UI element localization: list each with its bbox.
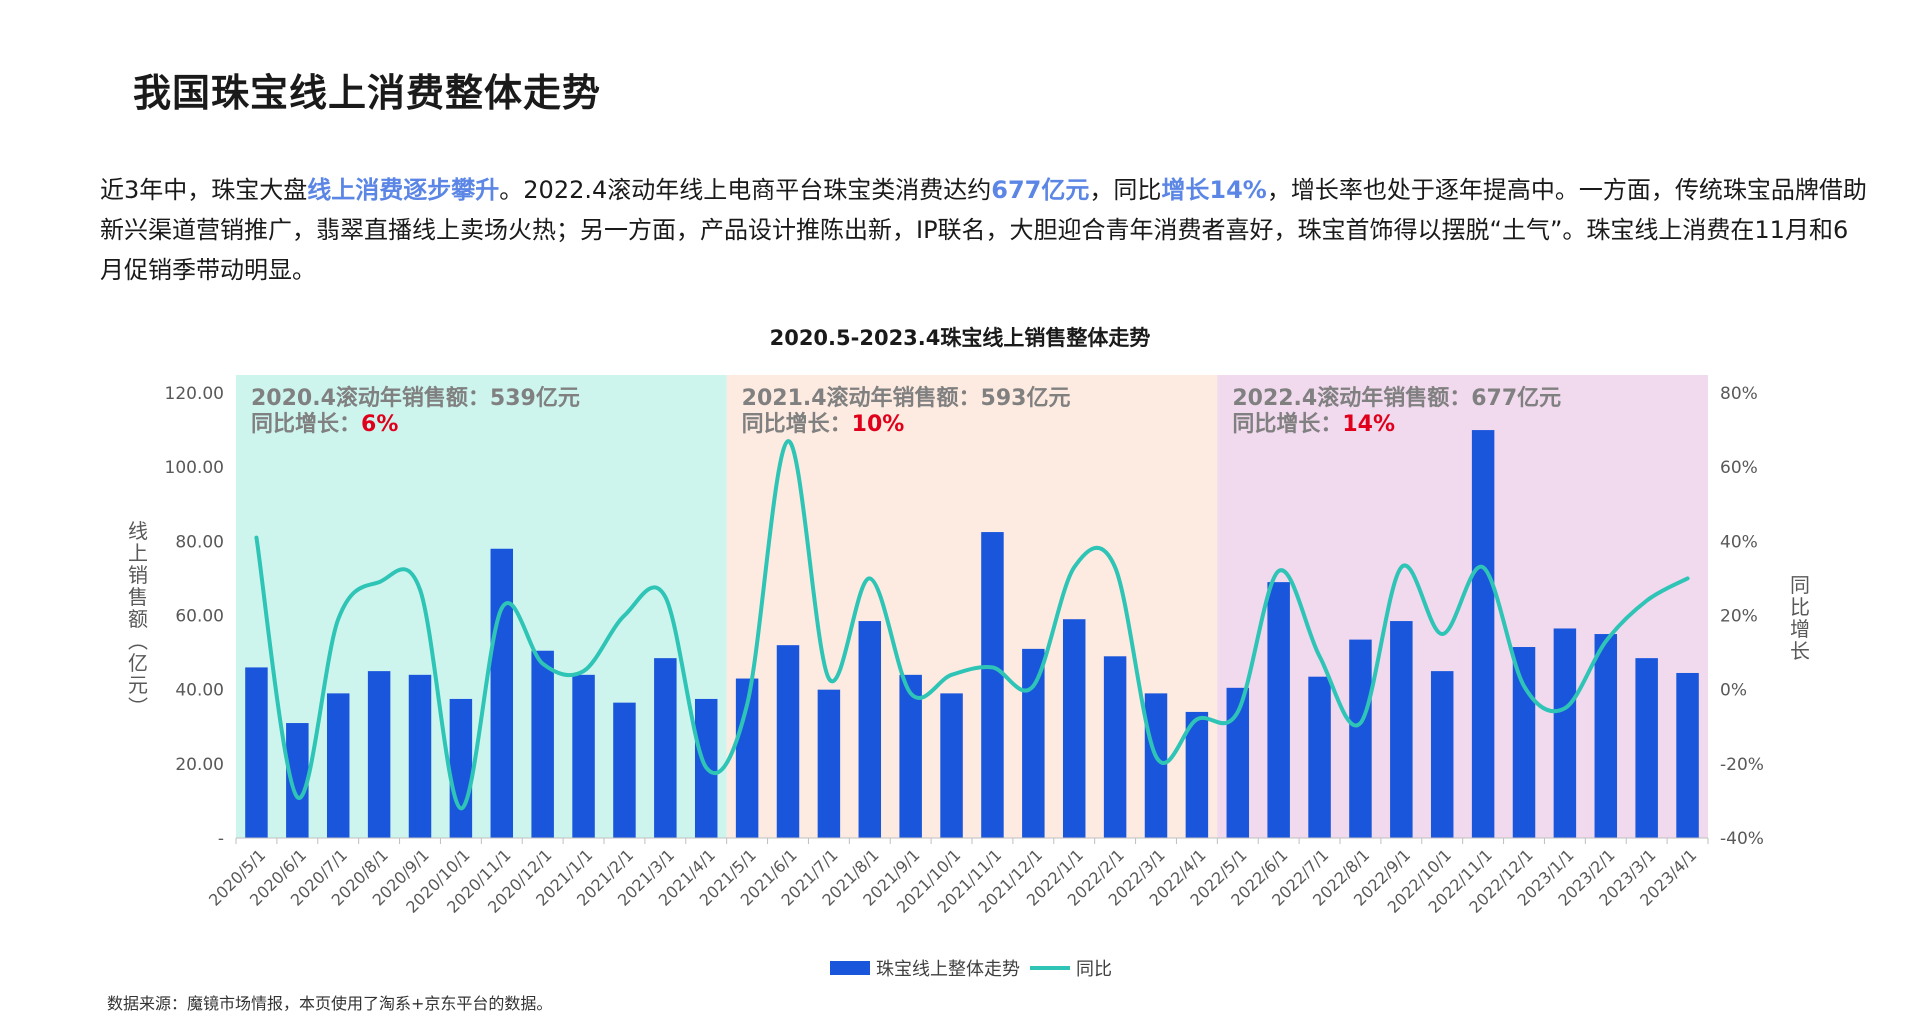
- yoy-growth-line: [254, 439, 1690, 811]
- bar: [899, 674, 922, 838]
- bar: [654, 658, 677, 838]
- right-axis-tick-label: 80%: [1720, 384, 1758, 404]
- period-band-3: [1217, 375, 1708, 838]
- left-axis-tick-label: 20.00: [175, 755, 224, 775]
- bar: [1349, 639, 1372, 838]
- left-axis-tick-label: -: [218, 829, 224, 849]
- intro-text-4: ，增长率也处于逐年提高中。一方面，传统珠宝品牌借助新兴渠道营销推广，翡翠直播线上…: [100, 176, 1867, 284]
- period-sales-label: 2021.4滚动年销售额：593亿元: [742, 385, 1071, 411]
- bar: [1553, 628, 1577, 838]
- period-sales-label: 2022.4滚动年销售额：677亿元: [1232, 385, 1561, 411]
- bar: [1226, 687, 1250, 838]
- bar: [572, 674, 595, 838]
- right-axis-tick-label: -40%: [1720, 829, 1764, 849]
- bar: [531, 650, 554, 838]
- bar: [449, 698, 473, 838]
- bar: [490, 548, 514, 838]
- period-sales-label: 2020.4滚动年销售额：539亿元: [251, 385, 580, 411]
- right-axis-tick-label: 60%: [1720, 458, 1758, 478]
- period-band-1: [236, 375, 727, 838]
- bar: [940, 693, 963, 838]
- bar: [1430, 671, 1454, 838]
- intro-text-3: ，同比: [1089, 176, 1162, 204]
- bar: [245, 667, 268, 838]
- bar: [1676, 672, 1699, 838]
- period-growth-label: 同比增长：6%: [251, 411, 398, 437]
- bar: [1512, 647, 1536, 838]
- right-axis-tick-label: 20%: [1720, 607, 1758, 627]
- intro-paragraph: 近3年中，珠宝大盘线上消费逐步攀升。2022.4滚动年线上电商平台珠宝类消费达约…: [100, 170, 1870, 290]
- left-axis-tick-label: 120.00: [165, 384, 224, 404]
- bar: [408, 674, 432, 838]
- left-axis-tick-label: 100.00: [165, 458, 224, 478]
- period-growth-label: 同比增长：10%: [742, 411, 905, 437]
- left-axis-tick-label: 80.00: [175, 532, 224, 552]
- bar: [858, 621, 882, 838]
- data-source-note: 数据来源：魔镜市场情报，本页使用了淘系+京东平台的数据。: [107, 994, 553, 1013]
- bar: [1267, 582, 1290, 838]
- legend-bar-swatch: [830, 961, 870, 975]
- intro-text-1: 近3年中，珠宝大盘: [100, 176, 308, 204]
- right-axis-tick-label: 0%: [1720, 681, 1747, 701]
- bar: [1022, 648, 1045, 838]
- bar: [326, 693, 350, 838]
- bar: [1471, 430, 1495, 838]
- bar: [817, 689, 841, 838]
- bar: [776, 645, 800, 838]
- bar: [981, 532, 1004, 838]
- bar: [613, 702, 636, 838]
- intro-highlight-3: 增长14%: [1161, 176, 1267, 204]
- bar: [1144, 693, 1168, 838]
- left-axis-tick-label: 60.00: [175, 607, 224, 627]
- bar: [1185, 711, 1209, 838]
- left-axis-title: 线上销售额︵亿元︶: [128, 519, 148, 719]
- bar: [1103, 656, 1127, 838]
- page-title: 我国珠宝线上消费整体走势: [133, 71, 602, 115]
- period-band-2: [726, 375, 1218, 838]
- right-axis-tick-label: -20%: [1720, 755, 1764, 775]
- bar: [1635, 658, 1658, 838]
- right-axis-title: 同比增长: [1790, 573, 1810, 663]
- bar: [286, 723, 309, 838]
- legend-bar-label: 珠宝线上整体走势: [876, 959, 1020, 980]
- bar: [367, 671, 391, 838]
- intro-highlight-2: 677亿元: [991, 176, 1090, 204]
- right-axis-tick-label: 40%: [1720, 532, 1758, 552]
- intro-text-2: 。2022.4滚动年线上电商平台珠宝类消费达约: [499, 176, 992, 204]
- bar: [1390, 621, 1413, 838]
- bar: [1594, 634, 1618, 838]
- chart-title: 2020.5-2023.4珠宝线上销售整体走势: [769, 326, 1151, 350]
- period-growth-label: 同比增长：14%: [1232, 411, 1395, 437]
- bar: [1062, 619, 1086, 838]
- legend-line-label: 同比: [1076, 959, 1112, 980]
- left-axis-tick-label: 40.00: [175, 681, 224, 701]
- intro-highlight-1: 线上消费逐步攀升: [307, 176, 500, 204]
- bar: [1308, 676, 1331, 838]
